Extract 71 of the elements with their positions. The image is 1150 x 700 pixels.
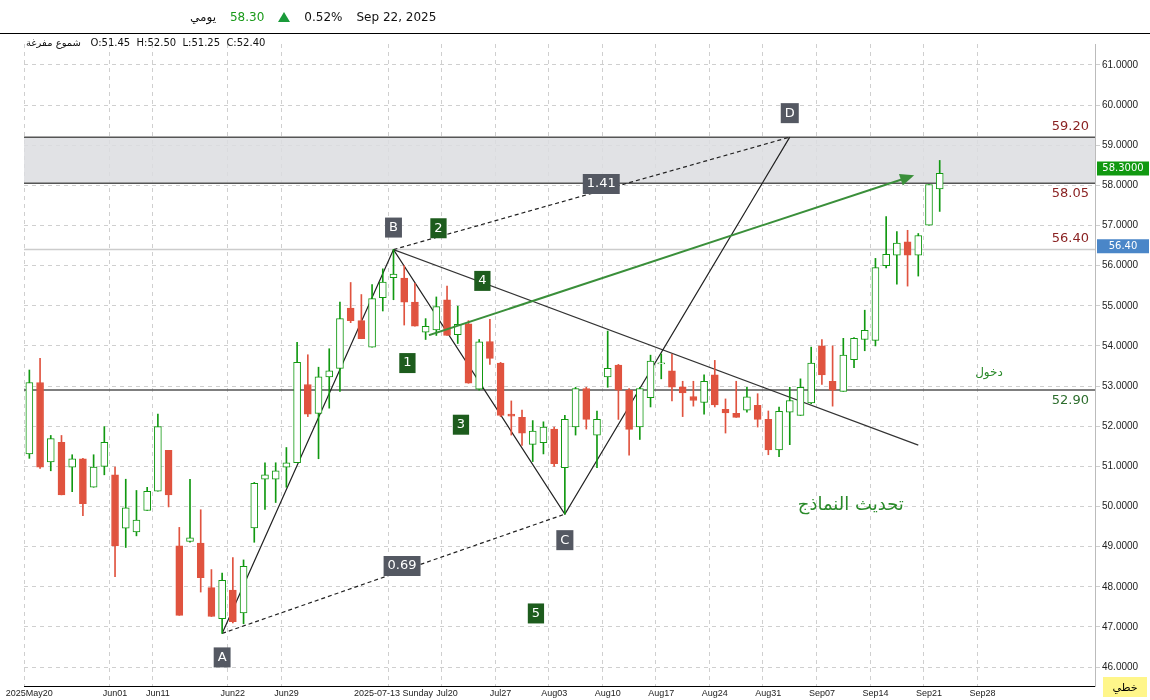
candlestick	[882, 216, 890, 269]
y-tick-label: 50.0000	[1102, 500, 1139, 512]
ref-line-label: 59.20	[1051, 118, 1089, 134]
y-tick-label: 54.0000	[1102, 339, 1139, 351]
y-tick-label: 51.0000	[1102, 460, 1139, 472]
y-tick-label: 57.0000	[1102, 219, 1139, 231]
y-tick-label: 59.0000	[1102, 138, 1139, 150]
annotation: 2	[434, 219, 443, 235]
chart-subtitle: شموع مفرغة O:51.45 H:52.50 L:51.25 C:52.40	[26, 37, 266, 48]
annotation: 1.41	[586, 175, 616, 191]
annotation: 0.69	[387, 557, 417, 573]
x-tick-label: Jun11	[145, 687, 170, 698]
annotation: تحديث النماذج	[797, 492, 904, 515]
x-tick-label: Jul20	[436, 687, 458, 698]
y-tick-label: 53.0000	[1102, 379, 1139, 391]
candlestick	[893, 231, 901, 285]
candlestick	[68, 454, 77, 492]
x-tick-label: Jun01	[102, 687, 128, 698]
annotation: C	[560, 531, 570, 547]
x-tick-label: Sep21	[915, 687, 943, 698]
y-tick-label: 55.0000	[1102, 299, 1139, 311]
annotation: 5	[531, 604, 541, 620]
annotation: A	[217, 648, 227, 664]
y-tick-label: 47.0000	[1102, 620, 1139, 632]
candlestick	[186, 478, 194, 543]
annotation: 3	[456, 416, 466, 432]
ref-line-label: 52.90	[1051, 391, 1089, 407]
text: 58.30	[229, 9, 265, 24]
y-tick-label: 48.0000	[1102, 580, 1139, 592]
ref-line-label: 58.05	[1051, 185, 1089, 201]
x-tick-label: Aug31	[755, 687, 782, 698]
annotation: دخول	[975, 364, 1003, 380]
candlestick	[603, 330, 612, 388]
ref-line-label: 56.40	[1051, 230, 1089, 246]
candlestick	[261, 462, 269, 510]
x-tick-label: Jul27	[489, 687, 512, 698]
y-tick-label: 61.0000	[1102, 58, 1139, 70]
y-tick-label: 56.0000	[1102, 259, 1139, 271]
annotation: 4	[478, 272, 487, 288]
text: 0.52%	[304, 9, 343, 24]
text: 56.40	[1108, 239, 1138, 251]
y-tick-label: 46.0000	[1102, 660, 1139, 672]
text: 58.3000	[1102, 162, 1144, 174]
candlestick	[732, 380, 741, 418]
candlestick	[860, 309, 869, 352]
candlestick	[271, 462, 280, 503]
y-tick-label: 52.0000	[1102, 419, 1139, 431]
x-tick-label: Aug17	[648, 687, 675, 698]
x-tick-label: Sep14	[862, 687, 889, 698]
candlestick	[785, 386, 794, 446]
candlestick	[325, 348, 334, 409]
x-tick-label: Sep28	[969, 687, 996, 698]
text: Sep 22, 2025	[356, 9, 437, 24]
y-tick-label: 58.0000	[1102, 179, 1139, 191]
x-tick-label: Jun29	[274, 687, 299, 698]
chart-title: يومي	[190, 9, 216, 24]
annotation: 1	[403, 354, 412, 370]
annotation: B	[389, 218, 398, 234]
x-tick-label: Sep07	[808, 687, 835, 698]
y-tick-label: 60.0000	[1102, 98, 1139, 110]
annotation: D	[784, 104, 795, 120]
candlestick	[507, 400, 516, 436]
y-tick-label: 49.0000	[1102, 540, 1139, 552]
x-tick-label: 2025-07-13 Sunday	[353, 687, 434, 698]
candlestick	[657, 353, 666, 380]
text: خطي	[1103, 677, 1147, 697]
x-tick-label: Aug24	[701, 687, 728, 698]
x-tick-label: Aug10	[594, 687, 621, 698]
x-tick-label: Aug03	[541, 687, 568, 698]
x-tick-label: 2025May20	[5, 687, 53, 698]
x-tick-label: Jun22	[220, 687, 246, 698]
